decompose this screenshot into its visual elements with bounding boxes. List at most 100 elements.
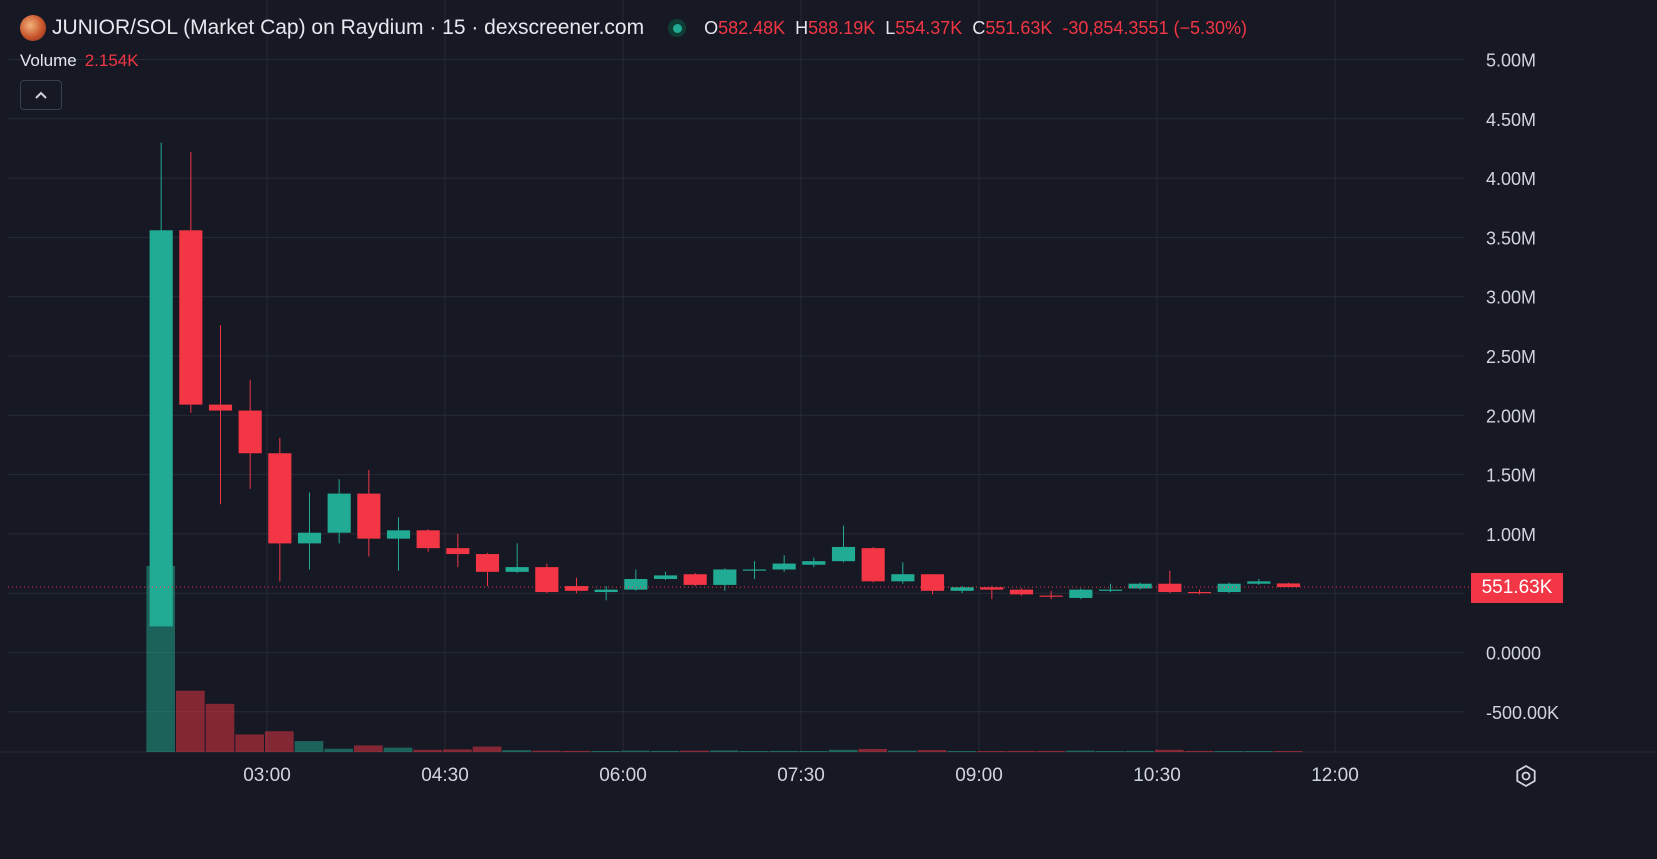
volume-bar	[828, 749, 858, 752]
close-label: C	[972, 17, 986, 38]
open-label: O	[704, 17, 719, 38]
y-tick-label: 3.50M	[1486, 228, 1536, 248]
volume-value: 2.154K	[84, 51, 139, 70]
candle-body[interactable]	[1217, 583, 1241, 593]
volume-bar	[205, 703, 235, 752]
volume-bar	[472, 746, 502, 752]
settings-gear-icon[interactable]	[1513, 763, 1539, 789]
candle-body[interactable]	[535, 567, 559, 593]
volume-bars	[146, 566, 1303, 752]
chevron-up-icon	[35, 91, 47, 99]
candle-body[interactable]	[1039, 595, 1063, 597]
chart-header: JUNIOR/SOL (Market Cap) on Raydium · 15 …	[20, 14, 1247, 42]
candle-body[interactable]	[1187, 592, 1212, 594]
x-tick-label: 03:00	[243, 765, 291, 786]
candle-body[interactable]	[653, 575, 678, 579]
candle-body[interactable]	[920, 574, 945, 591]
volume-bar	[591, 751, 620, 752]
volume-bar	[1066, 750, 1095, 752]
volume-bar	[680, 750, 709, 752]
candle-body[interactable]	[1069, 589, 1093, 598]
low-label: L	[885, 17, 896, 38]
candle-body[interactable]	[683, 574, 707, 585]
candle-body[interactable]	[1247, 581, 1271, 584]
candle-body[interactable]	[1098, 589, 1123, 591]
candle-body[interactable]	[950, 587, 974, 591]
candle-body[interactable]	[564, 586, 589, 591]
candle-body[interactable]	[831, 546, 856, 562]
x-axis: 03:00 04:30 06:00 07:30 09:00 10:30 12:00	[243, 765, 1359, 786]
y-axis: -500.00K 0.0000 1.00M 1.50M 2.00M 2.50M 3.00M 3…	[1486, 51, 1559, 723]
volume-bar	[561, 750, 591, 752]
volume-bar	[739, 751, 769, 752]
y-tick-label: 0.0000	[1486, 644, 1541, 664]
candle-body[interactable]	[327, 493, 351, 533]
x-tick-label: 07:30	[777, 765, 825, 786]
y-tick-label: 4.50M	[1486, 110, 1536, 130]
close-value: 551.63K	[985, 17, 1053, 38]
volume-bar	[1273, 751, 1303, 752]
volume-bar	[650, 750, 680, 752]
candle-body[interactable]	[268, 453, 292, 544]
y-tick-label: 2.50M	[1486, 347, 1536, 367]
candle-body[interactable]	[1009, 589, 1034, 595]
candle-body[interactable]	[891, 574, 915, 582]
candle-body[interactable]	[179, 230, 203, 405]
y-tick-label: 3.00M	[1486, 288, 1536, 308]
volume-bar	[413, 749, 442, 752]
high-label: H	[795, 17, 809, 38]
x-tick-label: 04:30	[421, 765, 469, 786]
price-change: -30,854.3551 (−5.30%)	[1062, 17, 1248, 38]
candles	[149, 142, 1301, 627]
volume-bar	[1125, 750, 1154, 752]
candle-body[interactable]	[446, 548, 470, 555]
y-tick-label: 4.00M	[1486, 169, 1536, 189]
high-value: 588.19K	[808, 17, 876, 38]
candle-body[interactable]	[1276, 583, 1301, 588]
candle-body[interactable]	[208, 404, 233, 411]
live-dot-icon	[668, 19, 687, 37]
y-tick-label: 1.00M	[1486, 525, 1536, 545]
candle-body[interactable]	[594, 589, 618, 593]
candle-body[interactable]	[297, 532, 322, 544]
volume-bar	[1095, 751, 1125, 752]
volume-bar	[769, 750, 798, 752]
candle-body[interactable]	[742, 569, 767, 571]
volume-bar	[947, 751, 976, 752]
volume-bar	[977, 751, 1006, 752]
candle-body[interactable]	[149, 230, 173, 627]
candle-body[interactable]	[861, 548, 885, 582]
volume-bar	[1244, 751, 1273, 752]
candle-body[interactable]	[624, 578, 648, 590]
candle-body[interactable]	[802, 561, 826, 565]
volume-bar	[443, 749, 472, 752]
candle-body[interactable]	[475, 554, 500, 572]
candle-body[interactable]	[1128, 583, 1152, 589]
candle-body[interactable]	[713, 569, 737, 585]
candle-body[interactable]	[1158, 583, 1182, 593]
volume-bar	[858, 748, 887, 752]
collapse-legend-button[interactable]	[20, 80, 62, 110]
x-tick-label: 12:00	[1311, 765, 1359, 786]
candle-body[interactable]	[505, 567, 529, 572]
volume-bar	[532, 750, 561, 752]
volume-bar	[354, 745, 383, 752]
token-logo-icon	[20, 15, 46, 41]
ohlc-readout: O 582.48K H 588.19K L 554.37K C 551.63K -30,…	[704, 18, 1247, 39]
volume-bar	[265, 731, 294, 752]
volume-bar	[235, 734, 264, 752]
volume-bar	[294, 741, 324, 752]
candle-body[interactable]	[416, 530, 440, 549]
volume-bar	[917, 750, 947, 752]
volume-bar	[1006, 750, 1036, 752]
x-tick-label: 10:30	[1133, 765, 1181, 786]
candle-body[interactable]	[357, 493, 381, 539]
candle-body[interactable]	[238, 410, 262, 454]
candle-body[interactable]	[386, 530, 411, 539]
candle-body[interactable]	[980, 587, 1004, 590]
y-tick-label: 5.00M	[1486, 51, 1536, 71]
volume-bar	[383, 747, 413, 752]
volume-bar	[888, 750, 917, 752]
candle-body[interactable]	[772, 563, 796, 570]
